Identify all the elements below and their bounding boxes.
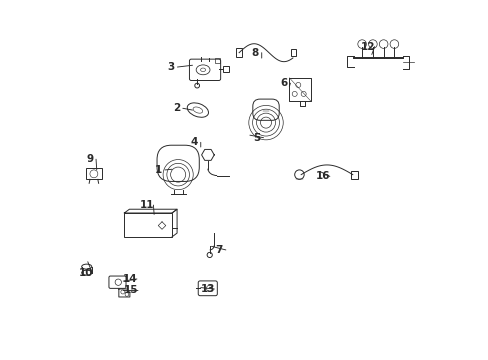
Text: 4: 4 [190, 138, 198, 147]
Bar [223, 66, 228, 72]
Text: 6: 6 [280, 78, 287, 88]
Text: 2: 2 [172, 103, 180, 113]
Text: 16: 16 [316, 171, 330, 181]
Text: 3: 3 [167, 62, 174, 72]
Text: 10: 10 [78, 267, 93, 278]
Bar [290, 49, 296, 56]
Bar [124, 213, 172, 237]
Text: 1: 1 [155, 165, 162, 175]
Text: 11: 11 [140, 200, 154, 210]
Text: 5: 5 [253, 133, 260, 143]
Text: 12: 12 [360, 42, 375, 51]
Bar [86, 167, 102, 179]
Text: 13: 13 [200, 284, 215, 294]
Bar [214, 58, 220, 63]
Text: 8: 8 [251, 48, 258, 58]
Bar [350, 171, 357, 179]
Text: 9: 9 [86, 154, 93, 164]
Bar [235, 48, 241, 57]
Text: 7: 7 [215, 245, 223, 255]
Text: 15: 15 [124, 285, 139, 296]
Text: 14: 14 [123, 274, 138, 284]
